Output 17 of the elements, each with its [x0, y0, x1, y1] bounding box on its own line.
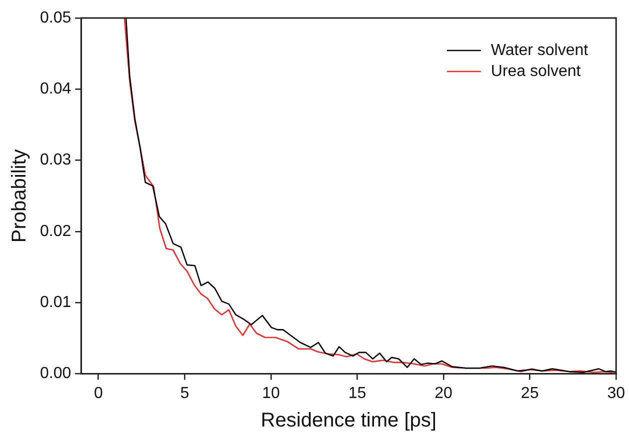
- legend-label: Urea solvent: [490, 62, 582, 80]
- x-tick-label: 15: [348, 384, 366, 402]
- x-tick-label: 0: [94, 384, 103, 402]
- x-tick-label: 10: [262, 384, 280, 402]
- x-tick-label: 20: [434, 384, 453, 402]
- y-tick-label: 0.03: [40, 152, 72, 169]
- x-tick-label: 25: [520, 384, 539, 402]
- x-axis-title: Residence time [ps]: [260, 410, 436, 432]
- y-tick-label: 0.01: [40, 294, 72, 312]
- legend-label: Water solvent: [490, 42, 589, 59]
- y-axis-title: Probability: [8, 149, 31, 243]
- y-tick-label: 0.05: [40, 9, 72, 26]
- x-tick-label: 30: [607, 384, 626, 402]
- y-tick-label: 0.04: [40, 80, 72, 98]
- x-tick-label: 5: [180, 384, 190, 402]
- y-tick-label: 0.02: [40, 222, 72, 240]
- y-tick-label: 0.00: [40, 365, 72, 382]
